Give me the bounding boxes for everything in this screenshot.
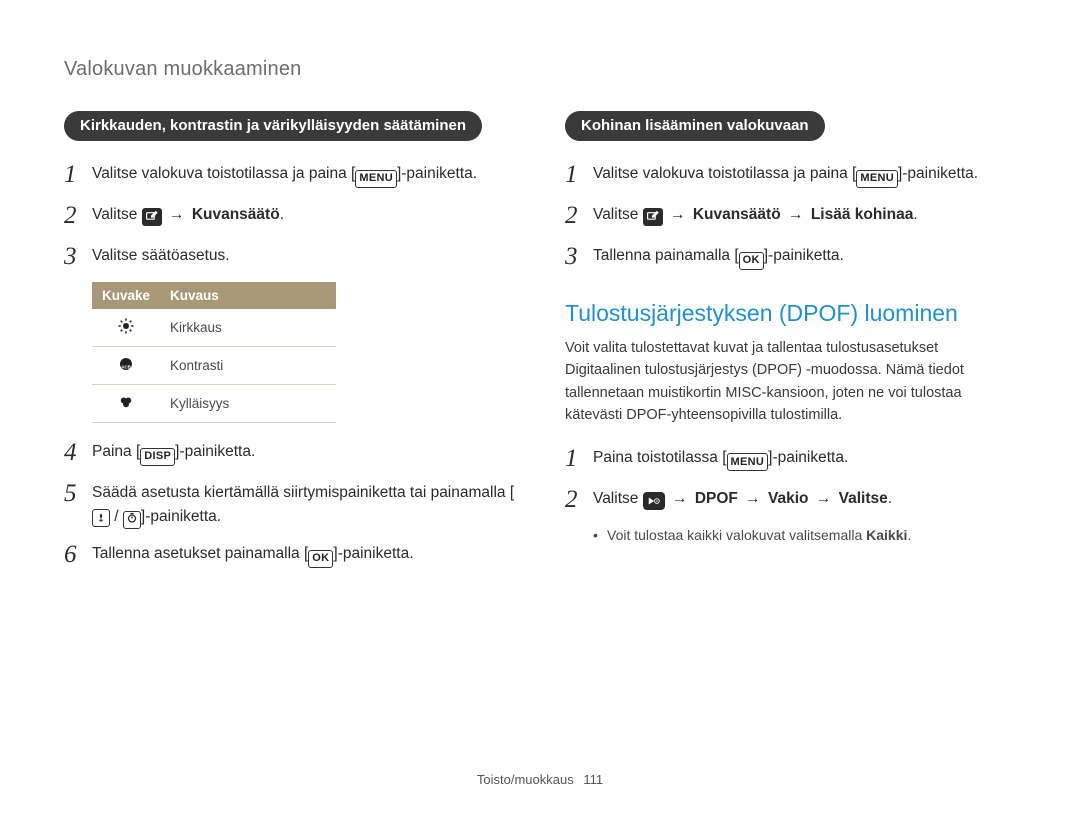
table-cell: Kirkkaus [160, 309, 336, 347]
playback-settings-icon [643, 492, 665, 510]
content-columns: Kirkkauden, kontrastin ja värikylläisyyd… [64, 111, 1016, 580]
step-text: ]-painiketta. [768, 449, 848, 466]
step-text: . [280, 206, 284, 223]
step-number: 2 [565, 484, 593, 515]
brightness-icon [92, 309, 160, 347]
arrow-text: → [665, 490, 695, 507]
step-number: 5 [64, 478, 92, 509]
left-step-2: 2 Valitse → Kuvansäätö. [64, 200, 515, 231]
step-number: 2 [64, 200, 92, 231]
step-text: Paina toistotilassa [ [593, 449, 727, 466]
edit-icon [142, 208, 162, 226]
dpof-step-1: 1 Paina toistotilassa [MENU]-painiketta. [565, 443, 1016, 474]
arrow-text: → [162, 206, 192, 223]
step-number: 1 [565, 159, 593, 190]
macro-icon [92, 509, 110, 527]
step-bold: DPOF [695, 490, 738, 507]
page-number: 111 [583, 772, 603, 787]
step-text: . [913, 206, 917, 223]
right-step-3: 3 Tallenna painamalla [OK]-painiketta. [565, 241, 1016, 272]
dpof-step-2: 2 Valitse → DPOF → Vakio → Valitse. [565, 484, 1016, 515]
table-row: Kirkkaus [92, 309, 336, 347]
table-cell: Kylläisyys [160, 385, 336, 423]
edit-icon [643, 208, 663, 226]
step-text: ]-painiketta. [397, 165, 477, 182]
step-text: Valitse valokuva toistotilassa ja paina … [92, 165, 355, 182]
step-text: Tallenna painamalla [ [593, 247, 739, 264]
section-pill-left: Kirkkauden, kontrastin ja värikylläisyyd… [64, 111, 482, 141]
table-row: ACB Kontrasti [92, 347, 336, 385]
settings-table: Kuvake Kuvaus Kirkkaus ACB Kontrasti Kyl… [92, 282, 336, 423]
left-step-1: 1 Valitse valokuva toistotilassa ja pain… [64, 159, 515, 190]
step-text: Valitse valokuva toistotilassa ja paina … [593, 165, 856, 182]
arrow-text: → [781, 206, 811, 223]
page: Valokuvan muokkaaminen Kirkkauden, kontr… [0, 0, 1080, 815]
ok-icon: OK [739, 252, 764, 270]
step-text: Tallenna asetukset painamalla [ [92, 545, 308, 562]
left-step-3: 3 Valitse säätöasetus. [64, 241, 515, 272]
right-step-2: 2 Valitse → Kuvansäätö → Lisää kohinaa. [565, 200, 1016, 231]
slash-text: / [110, 508, 123, 525]
step-bold: Kuvansäätö [192, 206, 280, 223]
step-number: 1 [565, 443, 593, 474]
svg-text:ACB: ACB [121, 365, 131, 370]
dpof-bullet: • Voit tulostaa kaikki valokuvat valitse… [593, 525, 1016, 546]
bullet-text: . [907, 527, 911, 543]
menu-icon: MENU [355, 170, 397, 188]
step-text: Valitse [92, 206, 142, 223]
step-text: Valitse [593, 206, 643, 223]
step-bold: Kuvansäätö [693, 206, 781, 223]
contrast-icon: ACB [92, 347, 160, 385]
footer-section: Toisto/muokkaus [477, 772, 574, 787]
left-column: Kirkkauden, kontrastin ja värikylläisyyd… [64, 111, 515, 580]
bullet-bold: Kaikki [866, 527, 907, 543]
menu-icon: MENU [856, 170, 898, 188]
table-row: Kylläisyys [92, 385, 336, 423]
section-pill-right: Kohinan lisääminen valokuvaan [565, 111, 825, 141]
step-text: Paina [ [92, 443, 140, 460]
page-footer: Toisto/muokkaus 111 [0, 772, 1080, 787]
left-step-5: 5 Säädä asetusta kiertämällä siirtymispa… [64, 478, 515, 529]
step-number: 2 [565, 200, 593, 231]
disp-icon: DISP [140, 448, 175, 466]
breadcrumb: Valokuvan muokkaaminen [64, 58, 1016, 81]
step-bold: Valitse [839, 490, 888, 507]
left-step-6: 6 Tallenna asetukset painamalla [OK]-pai… [64, 539, 515, 570]
table-header: Kuvaus [160, 282, 336, 309]
dpof-body-text: Voit valita tulostettavat kuvat ja talle… [565, 337, 1016, 427]
step-text: ]-painiketta. [175, 443, 255, 460]
right-step-1: 1 Valitse valokuva toistotilassa ja pain… [565, 159, 1016, 190]
step-text: Valitse säätöasetus. [92, 241, 515, 268]
step-text: ]-painiketta. [898, 165, 978, 182]
right-column: Kohinan lisääminen valokuvaan 1 Valitse … [565, 111, 1016, 580]
arrow-text: → [809, 490, 839, 507]
step-text: Säädä asetusta kiertämällä siirtymispain… [92, 484, 514, 501]
step-text: ]-painiketta. [764, 247, 844, 264]
arrow-text: → [663, 206, 693, 223]
bullet-dot: • [593, 525, 607, 546]
step-number: 4 [64, 437, 92, 468]
table-header: Kuvake [92, 282, 160, 309]
table-header-row: Kuvake Kuvaus [92, 282, 336, 309]
ok-icon: OK [308, 550, 333, 568]
step-text: . [888, 490, 892, 507]
step-number: 3 [565, 241, 593, 272]
step-number: 3 [64, 241, 92, 272]
left-step-4: 4 Paina [DISP]-painiketta. [64, 437, 515, 468]
bullet-text: Voit tulostaa kaikki valokuvat valitsema… [607, 527, 866, 543]
saturation-icon [92, 385, 160, 423]
step-bold: Lisää kohinaa [811, 206, 914, 223]
arrow-text: → [738, 490, 768, 507]
section-title-dpof: Tulostusjärjestyksen (DPOF) luominen [565, 300, 1016, 327]
table-cell: Kontrasti [160, 347, 336, 385]
step-text: ]-painiketta. [333, 545, 413, 562]
step-number: 1 [64, 159, 92, 190]
menu-icon: MENU [727, 453, 769, 471]
step-number: 6 [64, 539, 92, 570]
step-text: Valitse [593, 490, 643, 507]
timer-icon [123, 511, 141, 529]
step-bold: Vakio [768, 490, 809, 507]
step-text: ]-painiketta. [141, 508, 221, 525]
